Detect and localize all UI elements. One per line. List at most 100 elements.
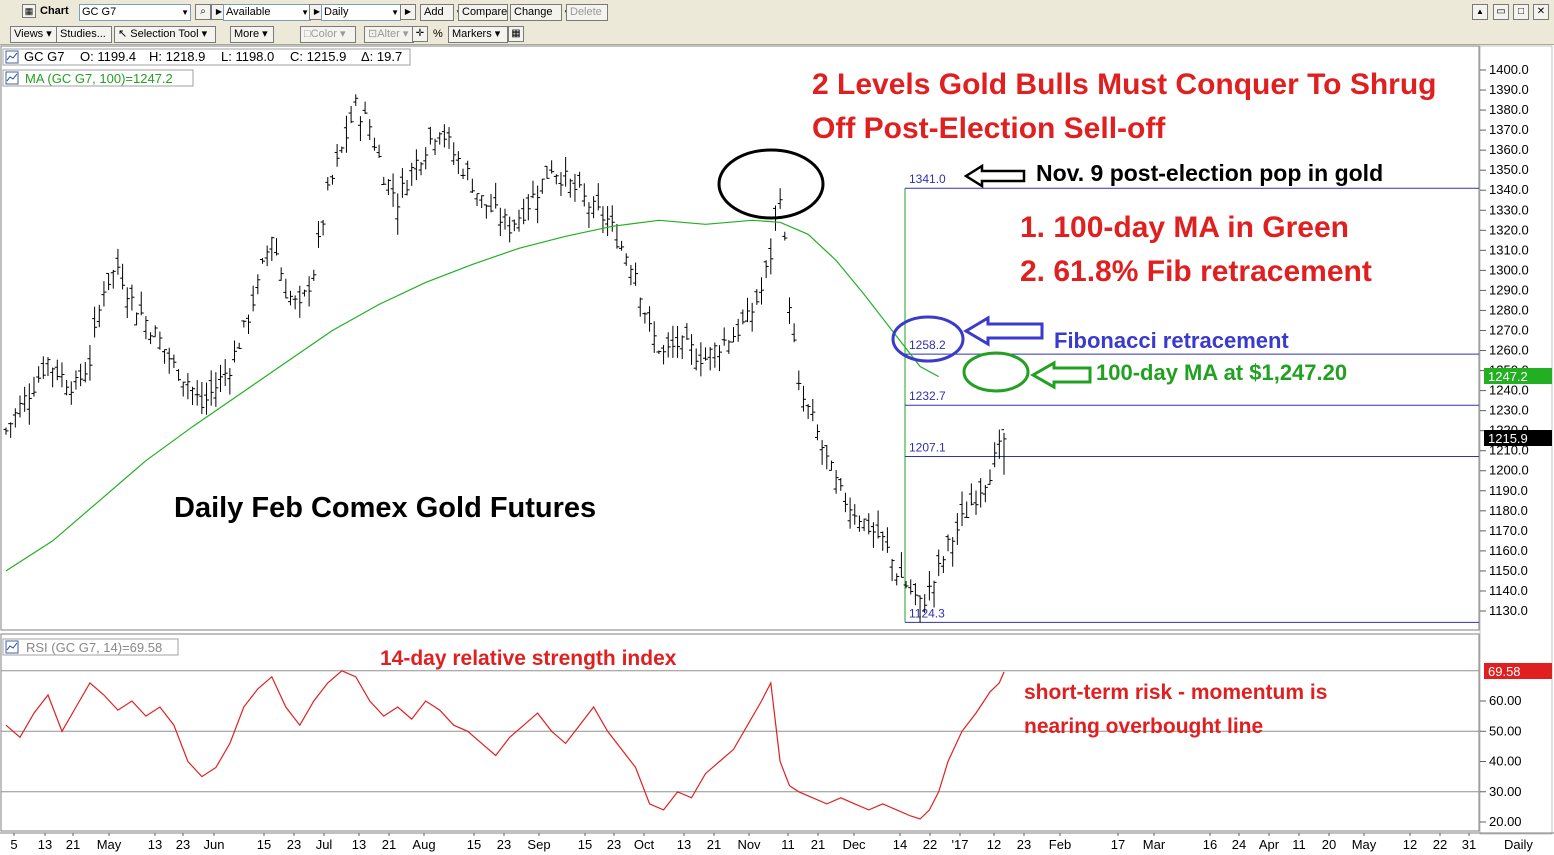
ohlc-bar: [950, 537, 956, 567]
chevron-up-icon[interactable]: ▲: [1472, 4, 1488, 20]
ohlc-bar: [987, 469, 993, 485]
period-select[interactable]: Daily ▼: [321, 4, 401, 21]
fibonacci-retracement-tool[interactable]: 1341.0 1258.2 1232.7 1207.1 1124.3: [904, 172, 1479, 623]
ohlc-bar: [8, 422, 14, 438]
x-tick-label: 13: [677, 837, 691, 852]
ohlc-bar: [446, 127, 452, 149]
nov9-annotation: Nov. 9 post-election pop in gold: [1036, 160, 1383, 186]
ohlc-bar: [581, 183, 587, 207]
studies-button[interactable]: Studies...: [56, 26, 112, 43]
y-tick-label: 1260.0: [1489, 343, 1529, 358]
symbol-input[interactable]: GC G7 ▼: [79, 4, 191, 21]
chevron-down-icon[interactable]: ▼: [391, 8, 399, 17]
rsi-tick-label: 30.00: [1489, 784, 1522, 799]
ohlc-bar: [828, 460, 834, 471]
ohlc-bar: [343, 115, 349, 153]
ohlc-bar: [931, 580, 937, 608]
ohlc-bar: [740, 309, 746, 325]
ohlc-bar: [259, 258, 265, 264]
views-button[interactable]: Views ▾: [10, 26, 58, 43]
restore-icon[interactable]: ▭: [1493, 4, 1509, 20]
rsi-legend: RSI (GC G7, 14)=69.58: [2, 638, 179, 656]
ohlc-bar: [129, 284, 135, 311]
ohlc-bar: [232, 340, 238, 363]
ohlc-bar: [483, 204, 489, 219]
list-select[interactable]: Available ▼: [223, 4, 311, 21]
y-tick-label: 1270.0: [1489, 322, 1529, 337]
more-button[interactable]: More ▾: [230, 26, 274, 43]
ohlc-bar: [791, 323, 797, 343]
ohlc-bar: [717, 345, 723, 372]
ohlc-bar: [824, 445, 830, 470]
ohlc-bar: [712, 342, 718, 368]
ohlc-bar: [847, 497, 853, 529]
x-tick-label: Jul: [316, 837, 333, 852]
rsi-tick-label: 60.00: [1489, 693, 1522, 708]
headline-line1: 2 Levels Gold Bulls Must Conquer To Shru…: [812, 68, 1437, 101]
y-tick-label: 1300.0: [1489, 262, 1529, 277]
ohlc-bar: [301, 289, 307, 297]
calculator-icon[interactable]: ▦: [508, 26, 524, 42]
ohlc-bar: [437, 132, 443, 145]
ohlc-bar: [903, 580, 909, 589]
ohlc-bar: [134, 312, 140, 326]
alter-button-label: Alter: [377, 28, 400, 40]
percent-toggle[interactable]: %: [433, 28, 443, 40]
color-button[interactable]: □Color ▾: [300, 26, 356, 43]
cursor-icon: ↖: [118, 28, 128, 40]
ohlc-bar: [535, 185, 541, 224]
ohlc-bar: [912, 583, 918, 606]
ohlc-bar: [441, 124, 447, 148]
legend-low: L: 1198.0: [221, 49, 274, 64]
ohlc-bar: [152, 325, 158, 338]
nov9-circle-highlight: [717, 148, 825, 220]
x-tick-label: Aug: [412, 837, 435, 852]
ohlc-bar: [82, 362, 88, 383]
y-tick-label: 1370.0: [1489, 122, 1529, 137]
ohlc-bar: [665, 332, 671, 358]
chevron-down-icon[interactable]: ▼: [181, 8, 189, 17]
ohlc-bar: [68, 381, 74, 405]
close-icon[interactable]: ✕: [1533, 4, 1549, 20]
delete-button[interactable]: Delete: [566, 4, 608, 21]
ohlc-bar: [511, 219, 517, 232]
maximize-icon[interactable]: □: [1513, 4, 1529, 20]
search-icon[interactable]: ⌕: [195, 4, 211, 20]
ohlc-bar: [591, 196, 597, 219]
ohlc-bar: [162, 349, 168, 364]
x-tick-label: Oct: [634, 837, 655, 852]
ohlc-bar: [628, 264, 634, 286]
chart-canvas[interactable]: 1400.01390.01380.01370.01360.01350.01340…: [0, 45, 1554, 855]
ohlc-bar: [735, 318, 741, 342]
chart-icon: ▦: [22, 4, 36, 18]
x-tick-label: 21: [811, 837, 825, 852]
ma-legend-label: MA (GC G7, 100)=1247.2: [25, 71, 173, 86]
alter-button[interactable]: ⊡Alter ▾: [364, 26, 414, 43]
x-tick-label: 23: [176, 837, 190, 852]
chevron-down-icon[interactable]: ▼: [301, 8, 309, 17]
ohlc-bar: [926, 570, 932, 601]
x-axis: 5 13 21 May 13 23 Jun 15 23 Jul 13 21 Aug 15 23 Sep 15 23…: [10, 833, 1533, 852]
compare-button[interactable]: Compare: [458, 4, 508, 21]
x-tick-label: Mar: [1143, 837, 1166, 852]
chevron-right-icon[interactable]: ▶: [400, 4, 416, 20]
ohlc-bar: [255, 274, 261, 295]
legend-high: H: 1218.9: [149, 49, 205, 64]
ohlc-bar: [567, 178, 573, 198]
selection-tool-button[interactable]: ↖ Selection Tool ▾: [114, 26, 216, 43]
markers-button[interactable]: Markers ▾: [448, 26, 508, 43]
ohlc-bar: [297, 285, 303, 318]
ohlc-bar: [861, 518, 867, 532]
ohlc-bar: [353, 94, 359, 106]
alter-icon: ⊡: [368, 28, 378, 40]
ohlc-bar: [516, 209, 522, 232]
ohlc-bars: [3, 94, 1007, 623]
x-tick-label: 23: [607, 837, 621, 852]
crosshair-icon[interactable]: ✛: [412, 26, 428, 42]
x-tick-label: 21: [66, 837, 80, 852]
ohlc-bar: [754, 289, 760, 305]
ohlc-bar: [786, 297, 792, 324]
change-button[interactable]: Change▼: [510, 4, 571, 21]
ohlc-bar: [157, 331, 163, 350]
add-button[interactable]: Add▼: [420, 4, 463, 21]
